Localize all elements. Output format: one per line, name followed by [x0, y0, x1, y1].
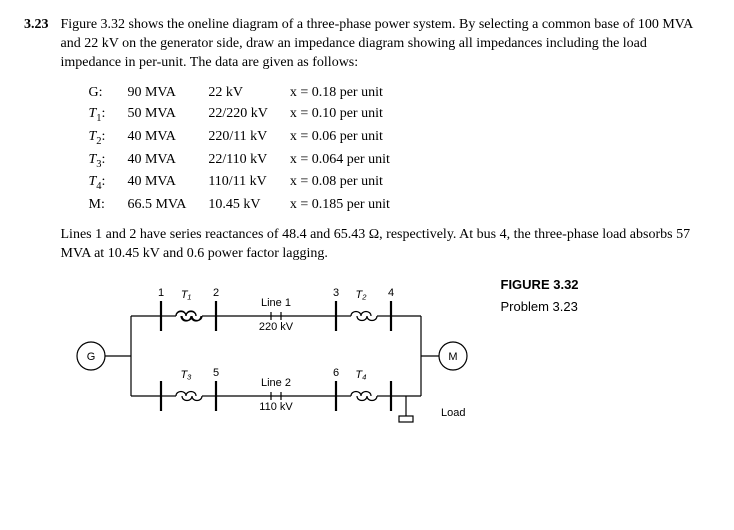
mva-cell: 50 MVA	[127, 104, 208, 127]
table-row: T1: 50 MVA 22/220 kV x = 0.10 per unit	[89, 104, 412, 127]
mva-cell: 40 MVA	[127, 127, 208, 150]
t2-label: T₂	[355, 289, 367, 301]
x-cell: x = 0.185 per unit	[290, 195, 412, 216]
bus-label: 4	[387, 287, 393, 299]
kv-cell: 10.45 kV	[208, 195, 290, 216]
figure-subtitle: Problem 3.23	[501, 298, 579, 316]
mva-cell: 40 MVA	[127, 150, 208, 173]
sym-cell: T2:	[89, 127, 128, 150]
x-cell: x = 0.08 per unit	[290, 172, 412, 195]
mva-cell: 66.5 MVA	[127, 195, 208, 216]
mva-cell: 40 MVA	[127, 172, 208, 195]
sym-cell: T1:	[89, 104, 128, 127]
sym-cell: G:	[89, 83, 128, 104]
table-row: G: 90 MVA 22 kV x = 0.18 per unit	[89, 83, 412, 104]
mva-cell: 90 MVA	[127, 83, 208, 104]
load-label: Load	[441, 407, 465, 419]
gen-label: G	[86, 351, 95, 363]
kv-cell: 220/11 kV	[208, 127, 290, 150]
sym-cell: M:	[89, 195, 128, 216]
oneline-diagram: G 1	[61, 276, 481, 443]
x-cell: x = 0.06 per unit	[290, 127, 412, 150]
table-row: T3: 40 MVA 22/110 kV x = 0.064 per unit	[89, 150, 412, 173]
bus-label: 2	[212, 287, 218, 299]
sym-cell: T4:	[89, 172, 128, 195]
kv-cell: 22 kV	[208, 83, 290, 104]
problem-prompt: Figure 3.32 shows the oneline diagram of…	[61, 16, 711, 73]
kv-cell: 22/220 kV	[208, 104, 290, 127]
line2-label: Line 2	[261, 377, 291, 389]
bus-label: 3	[332, 287, 338, 299]
x-cell: x = 0.064 per unit	[290, 150, 412, 173]
line1-label: Line 1	[261, 297, 291, 309]
x-cell: x = 0.18 per unit	[290, 83, 412, 104]
kv-cell: 110/11 kV	[208, 172, 290, 195]
sym-cell: T3:	[89, 150, 128, 173]
table-row: M: 66.5 MVA 10.45 kV x = 0.185 per unit	[89, 195, 412, 216]
table-row: T2: 40 MVA 220/11 kV x = 0.06 per unit	[89, 127, 412, 150]
t3-label: T₃	[180, 369, 192, 381]
problem-post-text: Lines 1 and 2 have series reactances of …	[61, 226, 711, 264]
equipment-data-table: G: 90 MVA 22 kV x = 0.18 per unit T1: 50…	[89, 83, 412, 217]
kv-cell: 22/110 kV	[208, 150, 290, 173]
bus-label: 5	[212, 367, 218, 379]
bus-label: 1	[157, 287, 163, 299]
problem-number: 3.23	[24, 16, 49, 443]
figure-title: FIGURE 3.32	[501, 276, 579, 294]
motor-label: M	[448, 351, 457, 363]
line2-kv: 110 kV	[259, 401, 293, 413]
table-row: T4: 40 MVA 110/11 kV x = 0.08 per unit	[89, 172, 412, 195]
t4-label: T₄	[355, 369, 366, 381]
x-cell: x = 0.10 per unit	[290, 104, 412, 127]
t1-label: T₁	[180, 289, 191, 301]
line1-kv: 220 kV	[258, 321, 293, 333]
bus-label: 6	[332, 367, 338, 379]
